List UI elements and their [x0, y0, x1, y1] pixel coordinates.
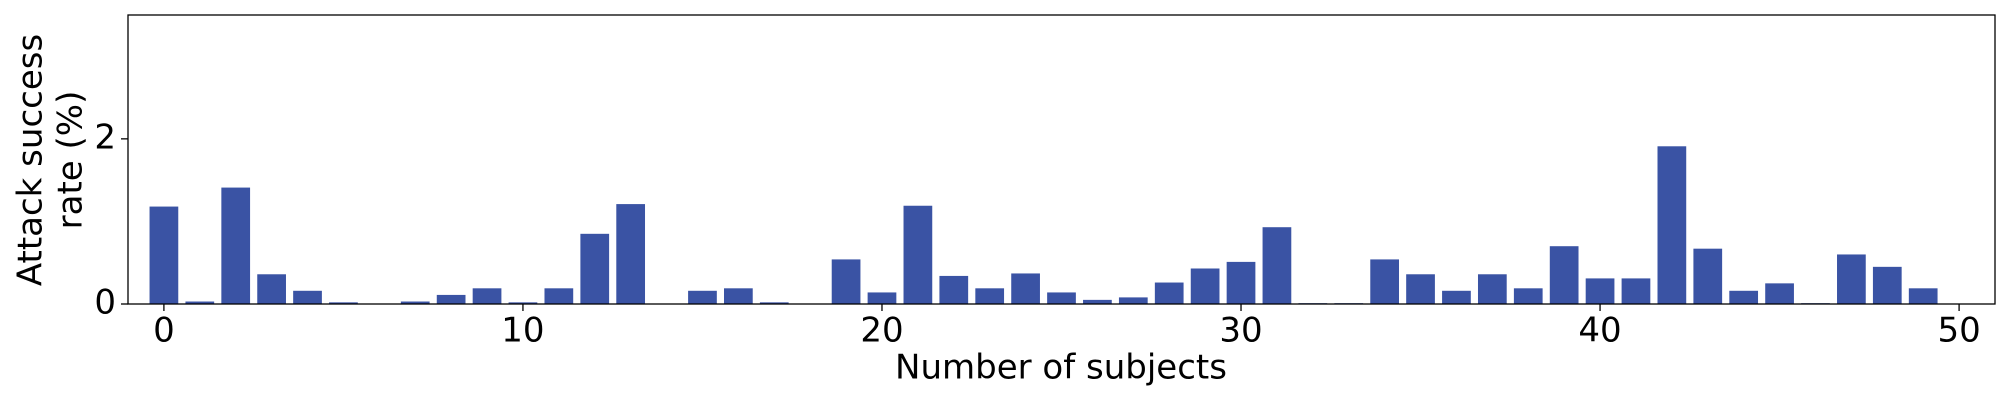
y-axis-label: rate (%)	[51, 91, 91, 230]
bar	[903, 205, 933, 304]
bar	[1621, 278, 1651, 304]
bar	[1477, 274, 1507, 304]
bar	[1693, 248, 1723, 304]
bar	[1262, 227, 1292, 304]
bar	[1406, 274, 1435, 304]
bar	[149, 206, 179, 304]
bar	[580, 233, 610, 304]
bar	[400, 301, 430, 304]
bar	[1765, 283, 1794, 304]
y-tick-label: 2	[94, 117, 116, 157]
bar	[1729, 290, 1759, 304]
bar	[257, 274, 286, 304]
plot-frame	[127, 14, 1996, 305]
x-tick-label: 20	[860, 311, 903, 351]
bar	[1154, 282, 1184, 304]
bar	[759, 302, 789, 304]
y-axis-label: Attack success	[11, 34, 51, 286]
x-tick-label: 50	[1937, 311, 1980, 351]
x-tick-label: 0	[153, 311, 175, 351]
bar	[329, 302, 358, 304]
bar	[1657, 146, 1687, 304]
bar	[1513, 288, 1543, 304]
bar	[1011, 273, 1040, 304]
bar	[1083, 299, 1112, 304]
bar	[472, 288, 502, 304]
bar	[939, 275, 969, 304]
bar	[1226, 261, 1256, 304]
bar	[1908, 288, 1938, 304]
bar	[688, 290, 717, 304]
bar	[975, 288, 1005, 304]
bar	[1370, 259, 1399, 304]
bar	[436, 294, 466, 304]
bar	[1837, 254, 1866, 304]
bar	[867, 292, 897, 304]
bar	[1585, 278, 1615, 304]
bar	[1442, 290, 1471, 304]
bar	[293, 290, 322, 304]
bar	[1118, 297, 1148, 304]
x-tick-label: 30	[1219, 311, 1262, 351]
bar	[508, 302, 538, 304]
x-tick-label: 40	[1578, 311, 1621, 351]
bar	[831, 259, 861, 304]
bar	[616, 204, 646, 304]
bar	[221, 187, 251, 304]
bar	[1190, 268, 1220, 304]
bar	[1047, 292, 1076, 304]
y-tick-label: 0	[94, 283, 116, 323]
x-tick-label: 10	[501, 311, 544, 351]
bar	[1872, 266, 1902, 304]
bar	[544, 288, 574, 304]
bar	[724, 288, 753, 304]
bar	[185, 301, 215, 304]
bar	[1549, 246, 1579, 304]
x-axis-label: Number of subjects	[895, 348, 1227, 388]
